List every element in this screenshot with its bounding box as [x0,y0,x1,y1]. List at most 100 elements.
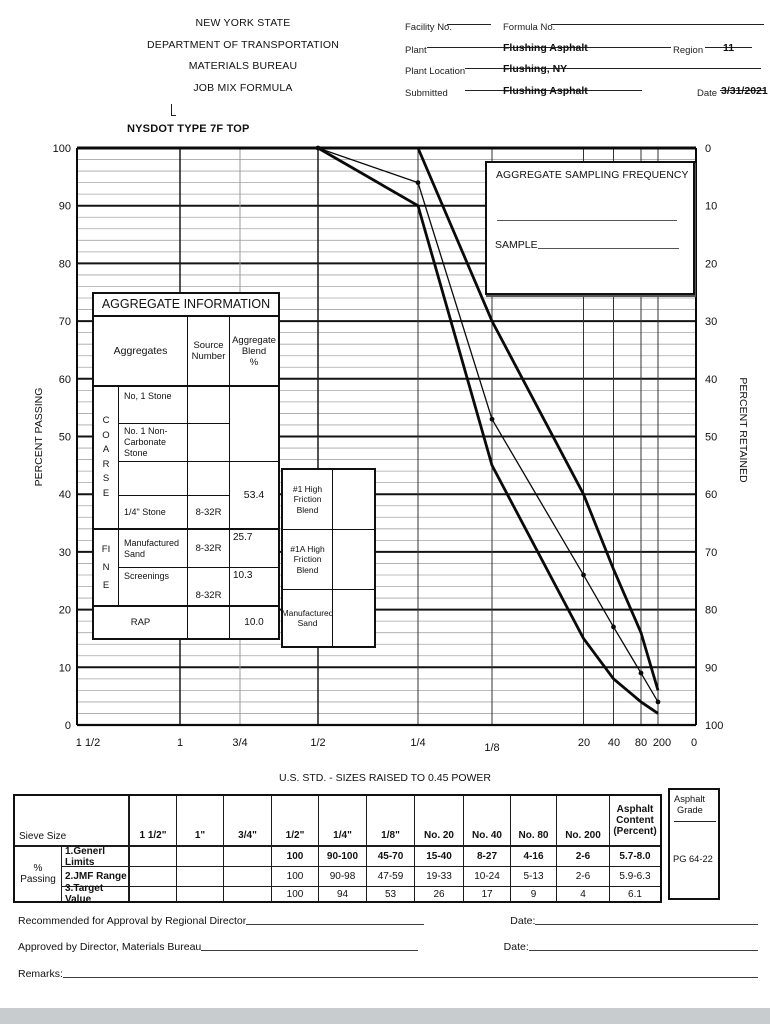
y-axis-right-label: 80 [705,605,717,617]
x-axis-label: 20 [578,737,590,749]
asphalt-grade-field[interactable] [674,808,716,822]
sample-field[interactable] [537,239,679,249]
value-cell: 5-13 [511,867,557,887]
value-cell: 15-40 [415,847,464,867]
plant-location-value[interactable]: Flushing, NY [503,63,568,75]
facility-no-field[interactable] [447,11,491,25]
chart-title: NYSDOT TYPE 7F TOP [127,123,250,135]
plant-field[interactable] [427,34,671,48]
y-axis-left-label: 30 [59,547,71,559]
y-axis-left-label: 100 [53,143,71,155]
aggregate-row-blend [230,387,278,462]
target-point-marker [611,624,616,630]
x-axis-label: 200 [653,737,671,749]
y-axis-left-label: 50 [59,432,71,444]
target-point-marker [489,416,495,422]
y-axis-right-label: 60 [705,489,717,501]
value-cell: 100 [272,887,319,901]
y-axis-right-label: 10 [705,201,717,213]
aggregate-sampling-frequency-box: AGGREGATE SAMPLING FREQUENCY SAMPLE [485,161,695,295]
aggregate-info-title: AGGREGATE INFORMATION [94,294,278,317]
y-axis-right-label: 20 [705,258,717,270]
sieve-column-header: No. 40 [464,796,511,847]
sampling-frequency-field[interactable] [497,205,677,221]
aggregate-row-source: 8-32R [188,568,230,607]
remarks-field[interactable] [62,968,758,978]
blend-boxes-table: #1 High Friction Blend #1A High Friction… [281,468,376,648]
blend-box-label: #1 High Friction Blend [283,470,333,530]
plant-location-field[interactable] [465,55,761,69]
blend-box-label: #1A High Friction Blend [283,530,333,590]
y-axis-right-label: 90 [705,662,717,674]
x-axis-label: 1/8 [484,742,499,754]
value-cell: 45-70 [367,847,415,867]
form-title: JOB MIX FORMULA [193,81,293,94]
recommended-date-field[interactable] [535,915,758,925]
date-field[interactable] [720,77,766,91]
sieve-column-header: Asphalt Content (Percent) [610,796,660,847]
y-axis-left-label: 60 [59,374,71,386]
value-cell [224,887,272,901]
target-point-marker [638,670,644,676]
formula-no-field[interactable] [551,11,764,25]
date-label: Date: [503,941,529,953]
value-cell [177,847,224,867]
footer-row-remarks: Remarks: [18,968,758,980]
region-value[interactable]: 11 [722,42,735,54]
y-axis-right-label: 40 [705,374,717,386]
sieve-column-header: 1" [177,796,224,847]
curve-lower-limit [77,146,659,715]
rap-row-name: RAP [94,607,188,638]
y-axis-left-label: 40 [59,489,71,501]
target-point-marker [415,180,421,186]
date-value[interactable]: 3/31/2021 [721,85,768,97]
y-axis-right-title: PERCENT RETAINED [737,377,749,483]
aggregate-row-source [188,462,230,496]
value-cell [177,887,224,901]
sieve-column-header: 1 1/2" [130,796,177,847]
footer-row-approved: Approved by Director, Materials Bureau D… [18,941,758,953]
plant-location-label: Plant Location [405,66,466,77]
coarse-group-label: COARSE [94,387,119,530]
x-axis-label: 1 1/2 [76,737,100,749]
value-cell: 100 [272,847,319,867]
aggregate-row-source: 8-32R [188,496,230,530]
region-field[interactable] [705,34,752,48]
aggregate-row-name: 1/4" Stone [119,496,188,530]
row-label: 1.Generl Limits [62,846,130,868]
sieve-column-header: 1/2" [272,796,319,847]
aggregate-row-name: No. 1 Non-Carbonate Stone [119,424,188,462]
approved-by-field[interactable] [201,941,418,951]
recommended-approval-field[interactable] [246,915,425,925]
sieve-column-header: 3/4" [224,796,272,847]
aggregate-row-blend: 53.4 [230,462,278,530]
y-axis-right-label: 50 [705,432,717,444]
value-cell: 10-24 [464,867,511,887]
aggregate-row-blend: 10.3 [230,568,278,607]
approved-date-field[interactable] [528,941,758,951]
x-axis-label: 80 [635,737,647,749]
submitted-value[interactable]: Flushing Asphalt [503,85,588,97]
sieve-table: Sieve Size 1 1/2" 1" 3/4" 1/2" 1/4" 1/8" No. 20… [13,794,662,905]
y-axis-left-label: 20 [59,605,71,617]
sieve-column-header: No. 200 [557,796,610,847]
agency-line-3: MATERIALS BUREAU [188,60,298,72]
plant-value[interactable]: Flushing Asphalt [503,42,588,54]
y-axis-right-label: 100 [705,720,723,732]
submitted-field[interactable] [465,77,642,91]
recommended-approval-label: Recommended for Approval by Regional Dir… [18,915,247,927]
blend-box-label: Manufactured Sand [282,590,334,646]
blend-box-value [333,470,374,530]
aggregate-row-source [188,387,230,424]
value-cell: 90-98 [319,867,367,887]
percent-passing-label: % Passing [15,847,62,901]
y-axis-left-label: 70 [59,316,71,328]
value-cell: 53 [367,887,415,901]
asphalt-grade-value[interactable]: PG 64-22 [673,854,713,864]
row-label: 3.Target Value [62,883,130,905]
sieve-column-header: 1/4" [319,796,367,847]
stray-mark [171,104,176,116]
sieve-table-caption: U.S. STD. - SIZES RAISED TO 0.45 POWER [279,772,491,784]
y-axis-left-label: 10 [59,662,71,674]
value-cell: 90-100 [319,847,367,867]
